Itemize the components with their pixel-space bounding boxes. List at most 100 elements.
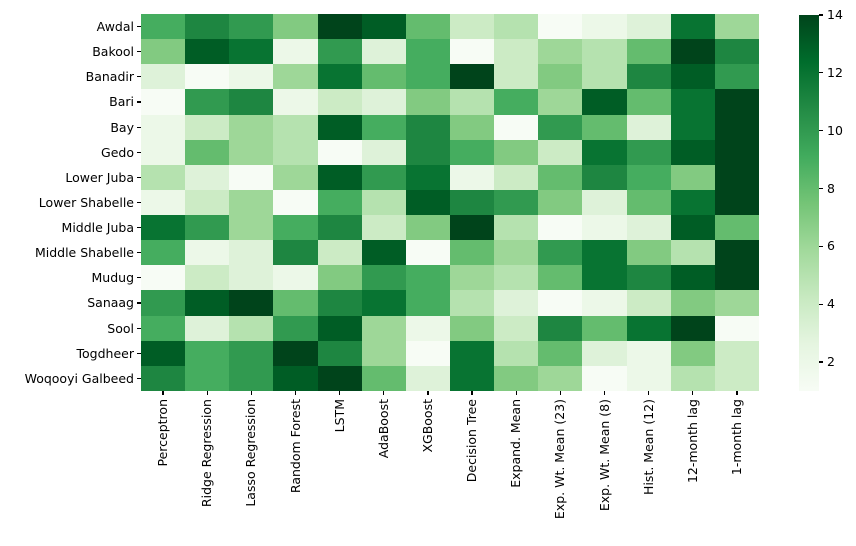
heatmap-cell-bakool-c10	[582, 39, 627, 65]
y-tick-label-lower-shabelle: Lower Shabelle	[38, 194, 134, 210]
heatmap-cell-lower-shabelle-c7	[449, 189, 495, 216]
heatmap-cell-awdal-c8	[494, 14, 539, 40]
heatmap-cell-bakool-c4	[317, 39, 362, 65]
heatmap-cell-middle-shabelle-c12	[670, 240, 715, 266]
heatmap-cell-bay-c13	[714, 114, 759, 140]
heatmap-cell-bakool-c0	[141, 39, 186, 65]
heatmap-cell-bari-c11	[626, 89, 671, 115]
heatmap-cell-bay-c9	[538, 114, 583, 140]
heatmap-cell-sool-c3	[273, 315, 318, 341]
heatmap-cell-togdheer-c0	[141, 340, 186, 366]
heatmap-cell-gedo-c13	[714, 139, 759, 165]
heatmap-cell-awdal-c10	[582, 14, 627, 40]
heatmap-cell-sanaag-c2	[229, 290, 274, 316]
x-tick-label-text: LSTM	[331, 399, 347, 433]
heatmap-cell-lower-juba-c7	[449, 164, 495, 190]
heatmap-cell-gedo-c5	[361, 139, 406, 165]
colorbar-tick-mark	[819, 303, 823, 305]
y-tick-mark	[137, 302, 141, 304]
heatmap-cell-banadir-c9	[538, 64, 583, 90]
heatmap-cell-banadir-c3	[273, 64, 318, 90]
heatmap-cell-awdal-c2	[229, 14, 274, 40]
y-tick-mark	[137, 252, 141, 254]
heatmap-cell-lower-juba-c10	[582, 164, 627, 190]
heatmap-cell-bari-c6	[405, 89, 450, 115]
heatmap-cell-bari-c1	[185, 89, 230, 115]
heatmap-cell-middle-shabelle-c1	[185, 240, 230, 266]
heatmap-cell-bay-c3	[273, 114, 318, 140]
heatmap-cell-bari-c2	[229, 89, 274, 115]
heatmap-cell-gedo-c11	[626, 139, 671, 165]
heatmap-cell-sool-c4	[317, 315, 362, 341]
heatmap-cell-middle-juba-c9	[538, 215, 583, 241]
heatmap-cell-lower-juba-c12	[670, 164, 715, 190]
heatmap-cell-awdal-c0	[141, 14, 186, 40]
heatmap-cell-mudug-c7	[449, 265, 495, 291]
colorbar-tick-label-12: 12	[827, 64, 843, 80]
heatmap-cell-sool-c1	[185, 315, 230, 341]
x-tick-label-decision-tree: Decision Tree	[463, 399, 481, 482]
heatmap-cell-sanaag-c6	[405, 290, 450, 316]
heatmap-cell-lower-shabelle-c12	[670, 189, 715, 216]
x-tick-mark	[250, 391, 252, 395]
heatmap-cell-bay-c6	[405, 114, 450, 140]
colorbar-tick-label-14: 14	[827, 7, 843, 22]
heatmap-cell-middle-shabelle-c3	[273, 240, 318, 266]
heatmap-cell-lower-juba-c4	[317, 164, 362, 190]
heatmap-cell-middle-shabelle-c6	[405, 240, 450, 266]
heatmap-cell-middle-juba-c4	[317, 215, 362, 241]
heatmap-cell-middle-juba-c0	[141, 215, 186, 241]
y-tick-mark	[137, 101, 141, 103]
heatmap-cell-bakool-c2	[229, 39, 274, 65]
heatmap-cell-middle-shabelle-c5	[361, 240, 406, 266]
heatmap-cell-lower-shabelle-c13	[714, 189, 759, 216]
heatmap-cell-mudug-c5	[361, 265, 406, 291]
y-tick-mark	[137, 352, 141, 354]
x-tick-label-text: Ridge Regression	[199, 399, 215, 508]
heatmap-cell-togdheer-c11	[626, 340, 671, 366]
y-tick-label-middle-juba: Middle Juba	[61, 220, 134, 236]
y-tick-mark	[137, 277, 141, 279]
colorbar-tick-mark	[819, 14, 823, 16]
heatmap-cell-bay-c2	[229, 114, 274, 140]
heatmap-cell-sool-c0	[141, 315, 186, 341]
heatmap-cell-middle-shabelle-c2	[229, 240, 274, 266]
heatmap-cell-gedo-c10	[582, 139, 627, 165]
heatmap-cell-banadir-c2	[229, 64, 274, 90]
heatmap-cell-lower-shabelle-c5	[361, 189, 406, 216]
heatmap-cell-banadir-c0	[141, 64, 186, 90]
heatmap-cell-bari-c7	[449, 89, 495, 115]
heatmap-cell-sanaag-c5	[361, 290, 406, 316]
y-tick-label-mudug: Mudug	[91, 270, 135, 286]
heatmap-cell-banadir-c7	[449, 64, 495, 90]
heatmap-cell-bari-c10	[582, 89, 627, 115]
heatmap-cell-bakool-c8	[494, 39, 539, 65]
heatmap-cell-gedo-c9	[538, 139, 583, 165]
heatmap-cell-sanaag-c1	[185, 290, 230, 316]
heatmap-cell-lower-juba-c9	[538, 164, 583, 190]
x-tick-label-text: Lasso Regression	[243, 399, 259, 507]
heatmap-cell-togdheer-c4	[317, 340, 362, 366]
heatmap-cell-middle-juba-c13	[714, 215, 759, 241]
colorbar-tick-label-10: 10	[827, 122, 843, 138]
heatmap-cell-lower-juba-c11	[626, 164, 671, 190]
y-tick-mark	[137, 201, 141, 204]
heatmap-cell-sool-c8	[494, 315, 539, 341]
heatmap-cell-togdheer-c10	[582, 340, 627, 366]
heatmap-cell-bari-c13	[714, 89, 759, 115]
x-tick-mark	[603, 391, 606, 395]
heatmap-cell-bay-c10	[582, 114, 627, 140]
x-tick-label-expand-mean: Expand. Mean	[507, 399, 525, 488]
heatmap-cell-sanaag-c12	[670, 290, 715, 316]
x-tick-label-text: Expand. Mean	[508, 399, 524, 488]
heatmap-cell-gedo-c6	[405, 139, 450, 165]
heatmap-cell-bakool-c5	[361, 39, 406, 65]
heatmap-grid	[141, 14, 759, 391]
heatmap-cell-woqooyi-galbeed-c2	[229, 365, 274, 391]
heatmap-cell-togdheer-c12	[670, 340, 715, 366]
heatmap-cell-mudug-c8	[494, 265, 539, 291]
heatmap-cell-togdheer-c6	[405, 340, 450, 366]
y-tick-mark	[137, 377, 141, 380]
x-tick-label-lasso-regression: Lasso Regression	[242, 399, 260, 507]
heatmap-cell-bay-c7	[449, 114, 495, 140]
